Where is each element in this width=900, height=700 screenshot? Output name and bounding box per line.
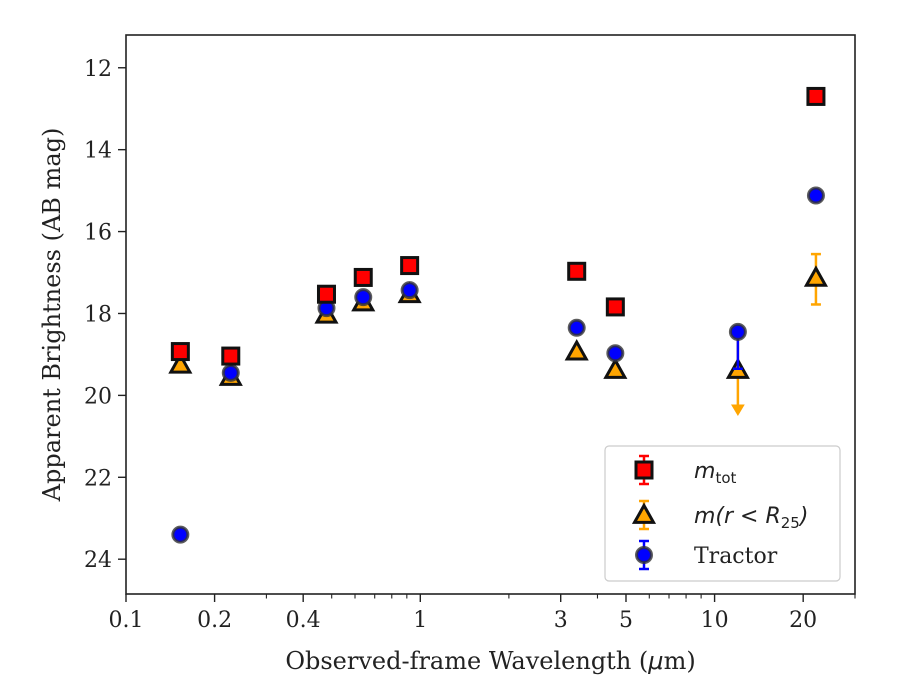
x-tick-label: 0.4	[286, 608, 321, 633]
point-tractor-8	[806, 186, 825, 205]
y-tick-label: 24	[84, 548, 112, 573]
legend-label-mtot: mtot	[694, 459, 736, 487]
chart-axes: 0.1 0.2 0.4 1 3 5 10 20 12 14 16 18 20 22 24 Observed-f…	[38, 34, 856, 675]
point-mr25-5	[564, 338, 589, 361]
point-mr25-8	[803, 265, 829, 287]
legend-marker-mr25	[631, 502, 657, 524]
legend-label-sub: tot	[715, 469, 736, 487]
point-tractor-1	[221, 363, 240, 382]
point-mr25-6	[603, 357, 628, 379]
series-tractor	[171, 186, 825, 544]
point-mtot-2	[316, 284, 336, 304]
y-tick-label: 12	[84, 57, 112, 82]
legend-label-sub: 25	[781, 514, 800, 532]
point-mtot-6	[605, 297, 625, 317]
legend-label-mr25: m(r < R25)	[694, 504, 808, 532]
point-tractor-5	[567, 318, 586, 337]
chart-marks	[168, 86, 829, 544]
point-tractor-7	[728, 322, 747, 341]
y-tick-label: 22	[84, 466, 112, 491]
legend-marker-mtot	[634, 460, 654, 480]
x-tick-label: 5	[619, 608, 633, 633]
x-axis-label-suffix: m)	[664, 647, 696, 675]
point-tractor-4	[400, 281, 419, 300]
legend-marker-tractor	[635, 546, 653, 564]
x-tick-label: 1	[413, 608, 427, 633]
series-mtot	[170, 86, 826, 366]
legend-box	[604, 445, 841, 582]
point-mtot-3	[353, 267, 373, 287]
y-axis-label: Apparent Brightness (AB mag)	[38, 128, 66, 503]
x-tick-label: 0.2	[197, 608, 232, 633]
x-axis-label: Observed-frame Wavelength (μm)	[285, 647, 695, 675]
legend-label-close: )	[798, 504, 809, 529]
plot-frame	[125, 34, 856, 595]
series-mr25	[168, 252, 829, 416]
point-mr25-0	[168, 352, 193, 374]
x-axis-label-prefix: Observed-frame Wavelength (	[285, 647, 648, 675]
y-tick-label: 16	[84, 221, 112, 246]
legend-label-base: m(r < R	[694, 504, 781, 529]
point-mtot-7	[806, 86, 826, 106]
legend-label-tractor: Tractor	[694, 544, 778, 569]
x-tick-label: 10	[701, 608, 729, 633]
point-tractor-6	[606, 344, 625, 363]
point-tractor-0	[171, 525, 190, 544]
point-mtot-0	[170, 342, 190, 362]
point-mtot-4	[400, 256, 420, 276]
point-tractor-3	[354, 288, 373, 307]
y-tick-label: 18	[84, 302, 112, 327]
legend-label-base: m	[694, 459, 715, 484]
x-tick-label: 0.1	[109, 608, 144, 633]
x-tick-label: 20	[789, 608, 817, 633]
y-tick-label: 14	[84, 139, 112, 164]
point-mtot-5	[567, 261, 587, 281]
errorbar-mr25-7-arrow	[731, 404, 745, 416]
y-tick-label: 20	[84, 384, 112, 409]
point-mtot-1	[221, 346, 241, 366]
x-tick-label: 3	[554, 608, 568, 633]
x-axis-label-mu: μ	[647, 647, 663, 675]
chart-legend: mtot m(r < R25) Tractor	[604, 445, 841, 582]
